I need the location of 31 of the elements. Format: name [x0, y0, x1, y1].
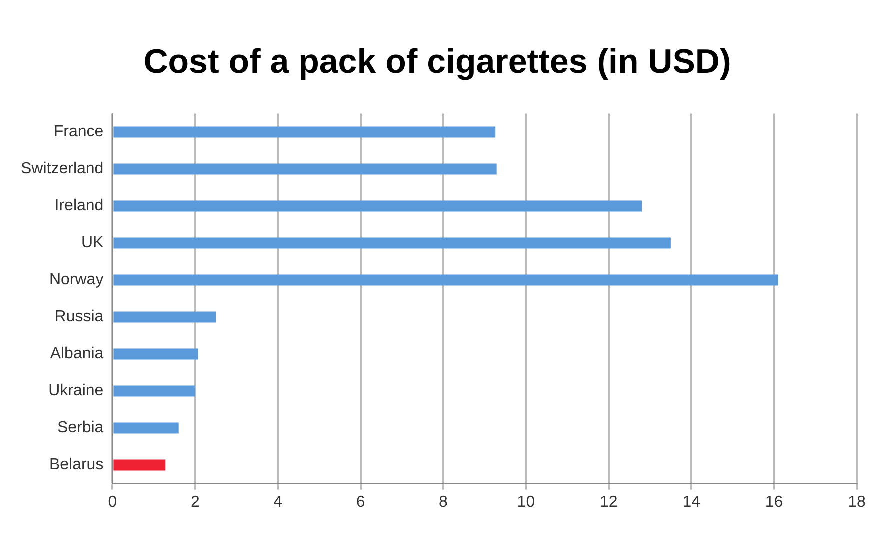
bar [114, 422, 179, 434]
x-tick-label: 2 [190, 494, 200, 511]
y-tick-label: Ireland [54, 198, 104, 215]
y-tick-label: Russia [54, 308, 104, 326]
bar [114, 164, 497, 175]
x-tick-label: 12 [600, 494, 618, 511]
y-tick-label: Serbia [57, 420, 104, 437]
x-tick-label: 18 [848, 494, 866, 511]
bar [114, 126, 496, 138]
bar [114, 386, 196, 397]
bar [114, 348, 198, 360]
bar [114, 274, 778, 286]
y-tick-label: France [54, 124, 104, 141]
bar [114, 460, 166, 471]
y-tick-label: Ukraine [48, 382, 104, 400]
y-tick-label: Switzerland [21, 160, 104, 178]
x-tick-label: 16 [765, 494, 784, 511]
x-tick-label: 8 [439, 494, 448, 511]
x-tick-label: 14 [682, 494, 701, 511]
bar [114, 238, 671, 249]
y-tick-label: Albania [50, 346, 104, 363]
x-tick-label: 6 [356, 494, 366, 511]
bar [114, 200, 642, 212]
x-tick-label: 10 [517, 494, 536, 511]
x-tick-label: 0 [108, 494, 118, 511]
y-tick-label: Norway [49, 272, 104, 289]
y-tick-label: UK [81, 234, 104, 252]
y-tick-label: Belarus [49, 456, 104, 474]
chart-title: Cost of a pack of cigarettes (in USD) [144, 42, 732, 81]
bar [114, 312, 216, 323]
x-tick-label: 4 [274, 494, 283, 511]
